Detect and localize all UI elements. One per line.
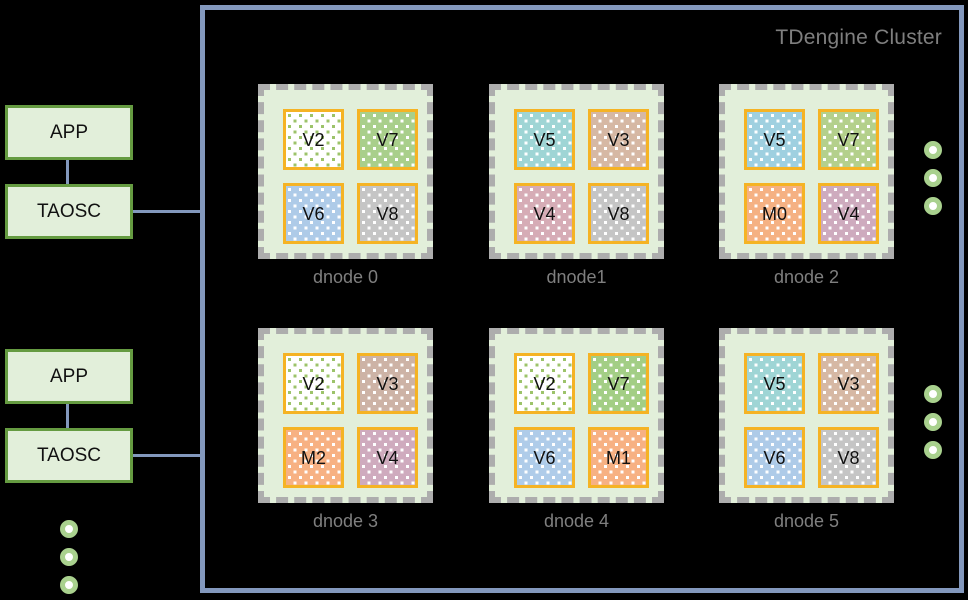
vnode-dnode5-3[interactable]: V8 [818, 427, 879, 488]
dnode-3-label: dnode 3 [312, 511, 379, 531]
vnode-dnode4-0[interactable]: V2 [514, 353, 575, 414]
dnode-5-body: V5 V3 V6 V8 [719, 328, 894, 503]
ellipsis-dot-icon [924, 441, 942, 459]
app-label-1: APP [49, 121, 89, 143]
dnode-4-label: dnode 4 [543, 511, 610, 531]
tdengine-cluster-frame [200, 5, 964, 593]
dnode-2-label: dnode 2 [773, 267, 840, 287]
ellipsis-dot-icon [60, 548, 78, 566]
vnode-dnode4-3[interactable]: M1 [588, 427, 649, 488]
taosc-label-2: TAOSC [36, 444, 102, 466]
app-label-2: APP [49, 365, 89, 387]
taosc-label-1: TAOSC [36, 200, 102, 222]
connector-app2-taosc2 [66, 404, 69, 428]
dnode-4-body: V2 V7 V6 M1 [489, 328, 664, 503]
vnode-dnode1-0[interactable]: V5 [514, 109, 575, 170]
vnode-dnode0-0[interactable]: V2 [283, 109, 344, 170]
ellipsis-dot-icon [924, 197, 942, 215]
ellipsis-dot-icon [924, 385, 942, 403]
dnode-2-body: V5 V7 M0 V4 [719, 84, 894, 259]
vnode-dnode2-1[interactable]: V7 [818, 109, 879, 170]
vnode-dnode2-3[interactable]: V4 [818, 183, 879, 244]
vnode-dnode1-3[interactable]: V8 [588, 183, 649, 244]
vnode-dnode3-2[interactable]: M2 [283, 427, 344, 488]
taosc-box-1[interactable]: TAOSC [5, 184, 133, 239]
dnode-0-body: V2 V7 V6 V8 [258, 84, 433, 259]
vnode-dnode0-3[interactable]: V8 [357, 183, 418, 244]
vnode-dnode2-2[interactable]: M0 [744, 183, 805, 244]
vnode-dnode4-1[interactable]: V7 [588, 353, 649, 414]
ellipsis-dot-icon [924, 413, 942, 431]
connector-app1-taosc1 [66, 160, 69, 184]
vnode-dnode5-2[interactable]: V6 [744, 427, 805, 488]
ellipsis-dot-icon [60, 576, 78, 594]
dnode-1-label: dnode1 [546, 267, 607, 287]
vnode-dnode4-2[interactable]: V6 [514, 427, 575, 488]
vnode-dnode1-1[interactable]: V3 [588, 109, 649, 170]
vnode-dnode3-0[interactable]: V2 [283, 353, 344, 414]
cluster-title: TDengine Cluster [775, 26, 942, 49]
taosc-box-2[interactable]: TAOSC [5, 428, 133, 483]
dnode-5-label: dnode 5 [773, 511, 840, 531]
ellipsis-dot-icon [924, 141, 942, 159]
vnode-dnode1-2[interactable]: V4 [514, 183, 575, 244]
vnode-dnode5-0[interactable]: V5 [744, 353, 805, 414]
dnode-0-label: dnode 0 [312, 267, 379, 287]
vnode-dnode3-3[interactable]: V4 [357, 427, 418, 488]
vnode-dnode3-1[interactable]: V3 [357, 353, 418, 414]
app-box-2[interactable]: APP [5, 349, 133, 404]
vnode-dnode0-2[interactable]: V6 [283, 183, 344, 244]
dnode-1-body: V5 V3 V4 V8 [489, 84, 664, 259]
dnode-3-body: V2 V3 M2 V4 [258, 328, 433, 503]
ellipsis-dot-icon [924, 169, 942, 187]
vnode-dnode0-1[interactable]: V7 [357, 109, 418, 170]
vnode-dnode5-1[interactable]: V3 [818, 353, 879, 414]
app-box-1[interactable]: APP [5, 105, 133, 160]
connector-taosc1-cluster [133, 210, 204, 213]
vnode-dnode2-0[interactable]: V5 [744, 109, 805, 170]
ellipsis-dot-icon [60, 520, 78, 538]
connector-taosc2-cluster [133, 454, 204, 457]
